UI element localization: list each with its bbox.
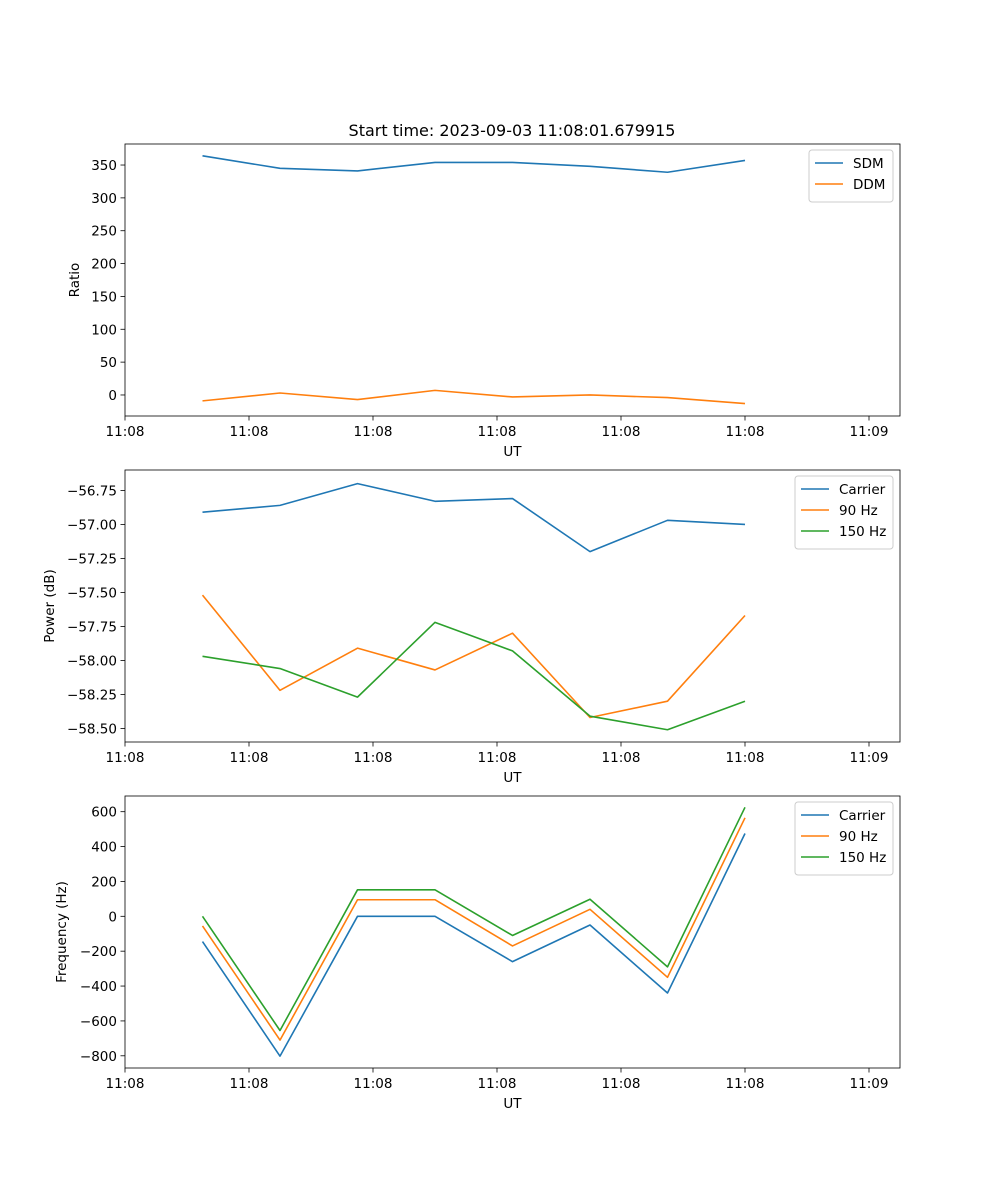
series-90-hz — [201, 817, 746, 1041]
chart-panel-2: 11:08 11:08 11:08 11:08 11:08 11:08 11:09 −58.5… — [42, 469, 901, 786]
y-tick-label: 400 — [91, 840, 117, 856]
series-line — [202, 482, 746, 553]
legend: Carrier 90 Hz 150 Hz — [794, 475, 894, 550]
x-tick-label: 11:08 — [230, 750, 269, 766]
legend-label: DDM — [853, 177, 885, 193]
x-tick-label: 11:09 — [850, 750, 889, 766]
legend: SDM DDM — [808, 149, 894, 203]
series-carrier — [201, 833, 746, 1057]
series-150-hz — [201, 806, 746, 1032]
y-tick-label: −58.50 — [67, 721, 117, 737]
x-tick-label: 11:08 — [602, 424, 641, 440]
figure-title: Start time: 2023-09-03 11:08:01.679915 — [349, 121, 676, 140]
x-tick-label: 11:08 — [726, 750, 765, 766]
series-line — [202, 389, 746, 405]
y-tick-label: 600 — [91, 805, 117, 821]
x-axis-label: UT — [503, 444, 522, 460]
axes-frame — [124, 469, 901, 743]
y-tick-label: 0 — [108, 388, 117, 404]
x-tick-label: 11:08 — [230, 424, 269, 440]
x-tick-label: 11:08 — [354, 750, 393, 766]
x-tick-label: 11:08 — [106, 750, 145, 766]
axes-frame — [124, 143, 901, 417]
series-carrier — [202, 482, 746, 553]
y-tick-label: 150 — [91, 289, 117, 305]
x-tick-label: 11:08 — [230, 1076, 269, 1092]
y-tick-label: −600 — [80, 1014, 117, 1030]
x-tick-label: 11:09 — [850, 1076, 889, 1092]
legend-label: Carrier — [839, 482, 886, 498]
y-tick-label: −57.75 — [67, 619, 117, 635]
series-sdm — [202, 155, 746, 174]
x-tick-label: 11:08 — [106, 1076, 145, 1092]
series-90-hz — [201, 594, 746, 719]
legend-label: 150 Hz — [839, 524, 886, 540]
x-tick-label: 11:08 — [354, 424, 393, 440]
legend-label: 150 Hz — [839, 850, 886, 866]
series-150-hz — [202, 621, 746, 731]
y-tick-label: −400 — [80, 979, 117, 995]
y-tick-label: −57.25 — [67, 551, 117, 567]
y-tick-label: −57.00 — [67, 517, 117, 533]
y-axis-label: Ratio — [67, 263, 83, 298]
y-tick-label: −58.25 — [67, 687, 117, 703]
x-tick-label: 11:08 — [478, 750, 517, 766]
y-tick-label: 300 — [91, 191, 117, 207]
legend-label: 90 Hz — [839, 503, 878, 519]
y-tick-label: −200 — [80, 944, 117, 960]
x-tick-label: 11:08 — [354, 1076, 393, 1092]
y-tick-label: 250 — [91, 224, 117, 240]
series-line — [201, 817, 746, 1041]
y-tick-label: −56.75 — [67, 483, 117, 499]
y-tick-label: 200 — [91, 257, 117, 273]
chart-panel-1: 11:08 11:08 11:08 11:08 11:08 11:08 11:09 0 50 10… — [67, 143, 901, 460]
y-axis-label: Power (dB) — [42, 569, 58, 642]
x-axis-label: UT — [503, 770, 522, 786]
x-tick-label: 11:08 — [478, 424, 517, 440]
legend: Carrier 90 Hz 150 Hz — [794, 801, 894, 876]
y-tick-label: 0 — [108, 909, 117, 925]
legend-label: SDM — [853, 156, 884, 172]
legend-label: 90 Hz — [839, 829, 878, 845]
x-tick-label: 11:08 — [106, 424, 145, 440]
x-tick-label: 11:08 — [478, 1076, 517, 1092]
y-tick-label: −58.00 — [67, 653, 117, 669]
legend-label: Carrier — [839, 808, 886, 824]
y-tick-label: 50 — [100, 355, 117, 371]
y-tick-label: −57.50 — [67, 585, 117, 601]
y-axis-label: Frequency (Hz) — [54, 881, 70, 983]
y-tick-label: 100 — [91, 322, 117, 338]
x-tick-label: 11:08 — [726, 1076, 765, 1092]
y-tick-label: 350 — [91, 158, 117, 174]
chart-panel-3: 11:08 11:08 11:08 11:08 11:08 11:08 11:09 −800 −… — [54, 795, 901, 1112]
series-line — [201, 594, 746, 719]
chart-panels: 11:08 11:08 11:08 11:08 11:08 11:08 11:09 0 50 10… — [42, 143, 901, 1112]
series-line — [202, 155, 746, 174]
series-line — [201, 806, 746, 1032]
x-tick-label: 11:08 — [602, 750, 641, 766]
series-line — [202, 621, 746, 731]
x-tick-label: 11:08 — [726, 424, 765, 440]
series-ddm — [202, 389, 746, 405]
series-line — [201, 833, 746, 1057]
axes-frame — [124, 795, 901, 1069]
x-axis-label: UT — [503, 1096, 522, 1112]
y-tick-label: 200 — [91, 874, 117, 890]
x-tick-label: 11:09 — [850, 424, 889, 440]
x-tick-label: 11:08 — [602, 1076, 641, 1092]
y-tick-label: −800 — [80, 1049, 117, 1065]
